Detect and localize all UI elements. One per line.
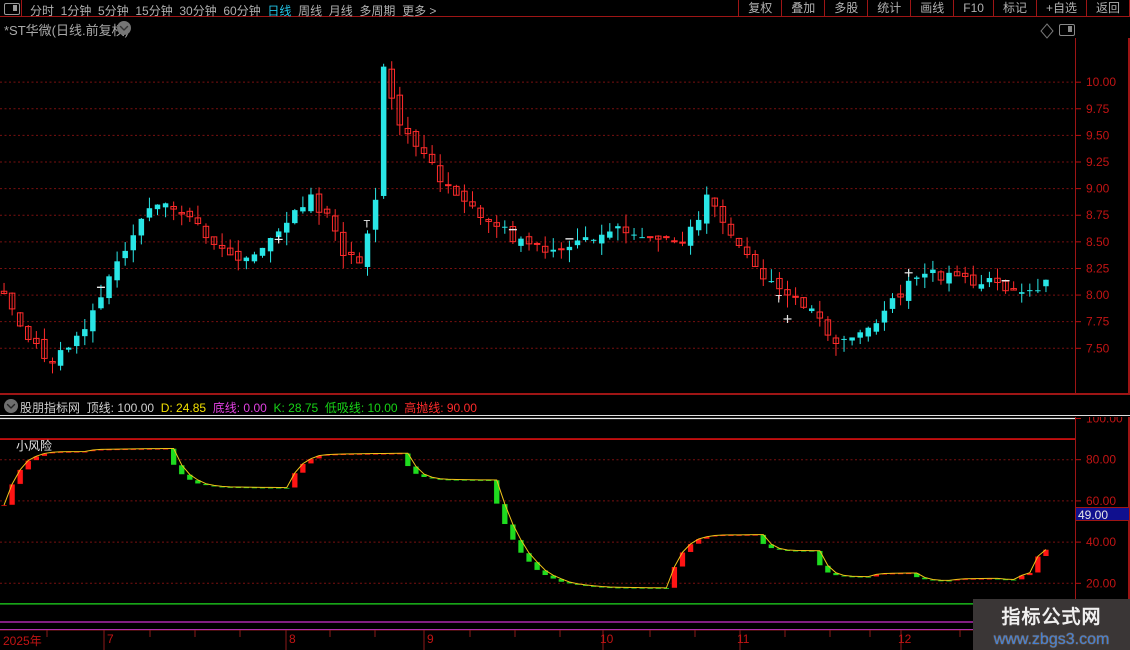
svg-text:20.00: 20.00: [1086, 576, 1116, 590]
svg-text:10.00: 10.00: [1086, 75, 1116, 89]
svg-text:9.00: 9.00: [1086, 182, 1110, 196]
svg-text:T: T: [775, 294, 782, 306]
svg-text:8.50: 8.50: [1086, 235, 1110, 249]
svg-text:T: T: [364, 219, 371, 231]
svg-text:7.50: 7.50: [1086, 341, 1110, 355]
svg-text:80.00: 80.00: [1086, 453, 1116, 467]
svg-text:9.75: 9.75: [1086, 102, 1110, 116]
svg-text:8.25: 8.25: [1086, 261, 1110, 275]
svg-text:7.75: 7.75: [1086, 315, 1110, 329]
svg-text:60.00: 60.00: [1086, 494, 1116, 508]
svg-text:100.00: 100.00: [1086, 417, 1123, 426]
svg-text:40.00: 40.00: [1086, 535, 1116, 549]
svg-text:9.25: 9.25: [1086, 155, 1110, 169]
svg-text:9.50: 9.50: [1086, 128, 1110, 142]
svg-text:8.00: 8.00: [1086, 288, 1110, 302]
svg-text:8.75: 8.75: [1086, 208, 1110, 222]
